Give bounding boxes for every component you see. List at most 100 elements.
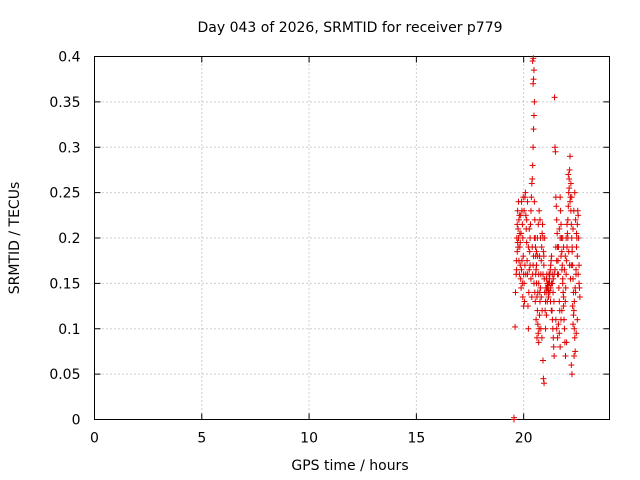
data-point <box>525 289 532 296</box>
data-point <box>532 298 539 305</box>
data-point <box>562 298 569 305</box>
data-point <box>552 316 559 323</box>
y-tick-label: 0.05 <box>49 367 80 383</box>
data-point <box>568 262 575 269</box>
data-point <box>520 194 527 201</box>
data-point <box>529 162 536 169</box>
data-point <box>524 198 531 205</box>
data-point <box>568 194 575 201</box>
data-point <box>574 221 581 228</box>
data-point <box>519 235 526 241</box>
data-point <box>526 266 533 273</box>
data-point <box>564 235 571 241</box>
data-point <box>517 275 524 282</box>
data-point <box>518 230 525 237</box>
data-point <box>522 189 529 196</box>
x-axis-title: GPS time / hours <box>291 458 408 474</box>
data-point <box>565 171 572 178</box>
data-point <box>541 380 548 387</box>
data-point <box>558 221 565 228</box>
data-point <box>553 203 560 210</box>
data-point <box>568 362 575 369</box>
data-point <box>531 198 538 205</box>
data-point <box>556 225 563 232</box>
data-point <box>533 248 540 255</box>
data-point <box>563 271 570 278</box>
data-point <box>569 303 576 310</box>
data-point <box>552 148 559 155</box>
data-point <box>524 257 531 264</box>
data-point <box>553 257 560 264</box>
data-point <box>564 216 571 223</box>
data-point <box>570 321 577 328</box>
data-point <box>519 293 526 300</box>
data-point <box>541 235 548 241</box>
data-point <box>530 76 537 83</box>
y-tick-label: 0.2 <box>58 231 80 247</box>
data-point <box>512 289 519 296</box>
data-point <box>536 216 543 223</box>
data-point <box>512 323 519 330</box>
data-point <box>558 307 565 314</box>
data-point <box>566 185 573 192</box>
data-point <box>530 144 537 151</box>
data-point <box>572 284 579 291</box>
data-point <box>527 207 534 214</box>
data-point <box>515 198 522 205</box>
data-point <box>543 312 550 319</box>
data-point <box>571 189 578 196</box>
y-axis-title: SRMTID / TECUs <box>7 182 23 295</box>
data-point <box>532 271 539 278</box>
x-tick-label: 20 <box>515 431 533 447</box>
data-point <box>545 293 552 300</box>
data-point <box>520 303 527 310</box>
data-point <box>572 348 579 355</box>
data-point <box>530 67 537 74</box>
axis-ticks: 0 5 10 15 20 0 0.05 0.1 0.15 0.2 0.25 0.3 0.35 0.4 <box>49 50 610 447</box>
data-point <box>535 330 542 337</box>
data-point <box>565 248 572 255</box>
data-point <box>531 289 538 296</box>
data-point <box>558 248 565 255</box>
data-point <box>522 212 529 219</box>
data-point <box>519 280 526 287</box>
data-point <box>555 244 562 251</box>
data-point <box>528 293 535 300</box>
data-point <box>576 280 583 287</box>
y-tick-label: 0.1 <box>58 322 80 338</box>
data-point <box>576 262 583 269</box>
data-point <box>523 239 530 246</box>
data-point <box>513 235 520 241</box>
data-point <box>517 239 524 246</box>
data-point <box>515 244 522 251</box>
data-point <box>554 271 561 278</box>
data-point <box>526 248 533 255</box>
data-point <box>530 112 537 119</box>
y-tick-label: 0.3 <box>58 140 80 156</box>
data-point <box>534 253 541 260</box>
data-point <box>513 257 520 264</box>
data-point <box>556 330 563 337</box>
data-point <box>539 357 546 364</box>
data-point <box>562 352 569 359</box>
data-point <box>576 293 583 300</box>
data-point <box>550 343 557 350</box>
data-point <box>519 221 526 228</box>
data-point <box>539 307 546 314</box>
data-point <box>571 298 578 305</box>
data-point <box>539 271 546 278</box>
data-point <box>528 194 535 201</box>
data-point <box>573 271 580 278</box>
data-point <box>540 375 547 382</box>
data-point <box>567 275 574 282</box>
data-point <box>570 312 577 319</box>
data-point <box>546 280 553 287</box>
data-point <box>555 321 562 328</box>
data-point <box>550 275 557 282</box>
data-point <box>516 271 523 278</box>
data-point <box>520 253 527 260</box>
data-point <box>566 166 573 173</box>
data-point <box>567 153 574 160</box>
data-point <box>537 325 544 332</box>
data-point <box>571 334 578 341</box>
